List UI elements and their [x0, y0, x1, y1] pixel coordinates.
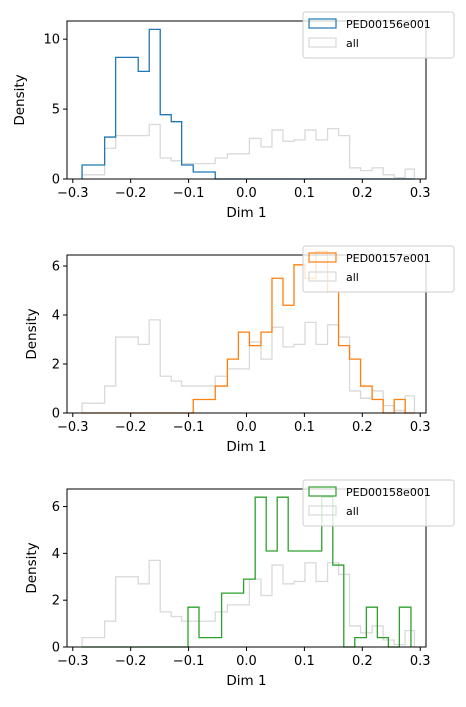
x-tick-label: 0.3	[410, 654, 431, 669]
histogram-panel-1: −0.3 −0.2 −0.1 0.0 0.1 0.2 0.3 0 5 10 Dim 1 Density…	[12, 11, 455, 221]
all-series-histogram-line	[81, 123, 416, 179]
legend-swatch	[308, 252, 337, 263]
y-axis-label: Density	[12, 74, 28, 125]
all-series-histogram-line	[81, 559, 416, 647]
y-tick-label: 4	[52, 309, 60, 324]
histogram-panel-3: −0.3 −0.2 −0.1 0.0 0.1 0.2 0.3 0 2 4 6 Dim 1 Density…	[24, 479, 455, 689]
y-tick-label: 10	[43, 33, 60, 48]
highlight-series-histogram-line	[82, 496, 412, 648]
legend-entry-label: PED00156e001	[346, 18, 431, 31]
legend-entry-label: all	[346, 505, 359, 518]
x-axis-label: Dim 1	[226, 673, 266, 689]
legend-box	[302, 11, 455, 59]
x-tick-label: −0.3	[57, 186, 89, 201]
legend-box	[302, 479, 455, 527]
legend-swatch	[308, 505, 337, 516]
y-tick-label: 0	[52, 407, 60, 422]
x-tick-label: −0.2	[115, 186, 147, 201]
y-tick-label: 2	[52, 358, 60, 373]
y-tick-label: 2	[52, 594, 60, 609]
legend-entry-label: all	[346, 271, 359, 284]
x-tick-label: 0.1	[294, 186, 315, 201]
x-tick-label: −0.3	[57, 654, 89, 669]
legend-entry-label: PED00158e001	[346, 486, 431, 499]
legend: PED00158e001 all	[302, 479, 455, 527]
legend-swatch	[308, 271, 337, 282]
legend: PED00156e001 all	[302, 11, 455, 59]
x-tick-label: 0.3	[410, 186, 431, 201]
y-tick-label: 0	[52, 641, 60, 656]
x-tick-label: −0.2	[115, 654, 147, 669]
histogram-panel-2: −0.3 −0.2 −0.1 0.0 0.1 0.2 0.3 0 2 4 6 Dim 1 Density…	[24, 245, 455, 455]
legend-swatch	[308, 18, 337, 29]
x-tick-label: −0.3	[57, 420, 89, 435]
legend-entry-label: PED00157e001	[346, 252, 431, 265]
x-tick-label: 0.2	[352, 420, 373, 435]
y-tick-label: 5	[52, 103, 60, 118]
y-tick-label: 6	[52, 500, 60, 515]
x-axis-label: Dim 1	[226, 205, 266, 221]
x-tick-label: 0.0	[236, 420, 257, 435]
x-tick-label: −0.1	[173, 420, 205, 435]
y-tick-label: 0	[52, 173, 60, 188]
x-tick-label: 0.1	[294, 654, 315, 669]
legend-swatch	[308, 486, 337, 497]
x-tick-label: −0.1	[173, 186, 205, 201]
legend: PED00157e001 all	[302, 245, 455, 293]
x-tick-label: 0.2	[352, 654, 373, 669]
all-series-histogram-line	[81, 319, 416, 413]
x-tick-label: 0.0	[236, 654, 257, 669]
y-tick-label: 6	[52, 260, 60, 275]
highlight-series-histogram-line	[81, 28, 415, 180]
x-tick-label: 0.2	[352, 186, 373, 201]
x-tick-label: 0.1	[294, 420, 315, 435]
x-tick-label: 0.0	[236, 186, 257, 201]
legend-swatch	[308, 37, 337, 48]
y-axis-label: Density	[24, 542, 40, 593]
x-tick-label: 0.3	[410, 420, 431, 435]
y-axis-label: Density	[24, 308, 40, 359]
x-tick-label: −0.1	[173, 654, 205, 669]
x-tick-label: −0.2	[115, 420, 147, 435]
x-axis-label: Dim 1	[226, 439, 266, 455]
legend-box	[302, 245, 455, 293]
legend-entry-label: all	[346, 37, 359, 50]
y-tick-label: 4	[52, 547, 60, 562]
